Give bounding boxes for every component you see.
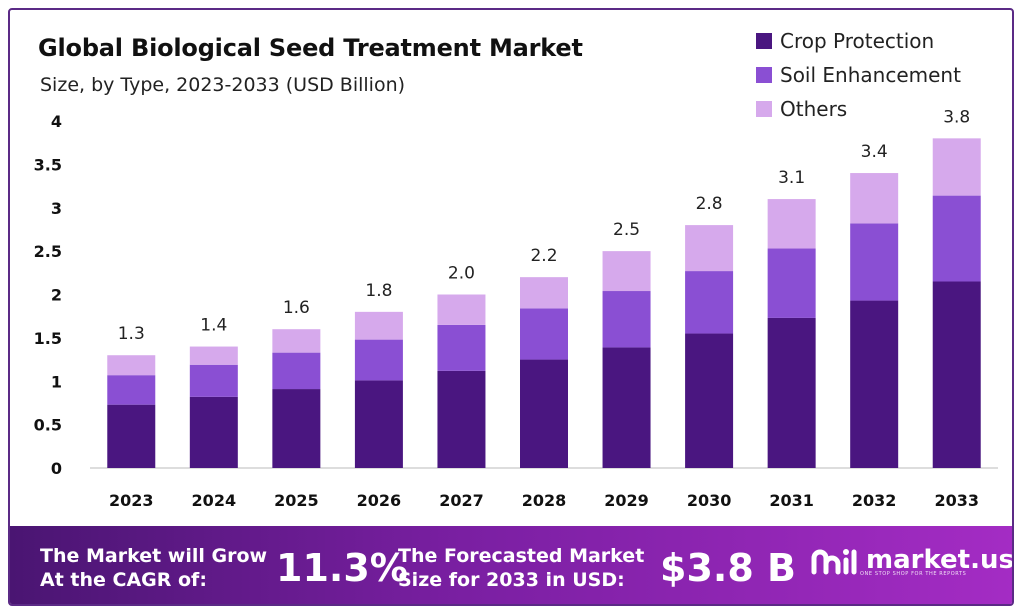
bar-others-2024 bbox=[189, 346, 238, 365]
legend: Crop Protection Soil Enhancement Others bbox=[756, 24, 961, 126]
bar-others-2026 bbox=[354, 311, 403, 340]
bar-others-2030 bbox=[685, 225, 734, 272]
x-tick-label-2029: 2029 bbox=[604, 491, 649, 510]
bar-soil-enhancement-2032 bbox=[850, 223, 899, 301]
cagr-label-line2: At the CAGR of: bbox=[40, 569, 207, 591]
y-tick-label: 2 bbox=[51, 286, 62, 305]
y-tick-label: 2.5 bbox=[34, 242, 62, 261]
legend-item-soil-enhancement: Soil Enhancement bbox=[756, 58, 961, 92]
bar-soil-enhancement-2026 bbox=[354, 339, 403, 381]
bar-soil-enhancement-2031 bbox=[767, 248, 816, 318]
market-us-logo-icon bbox=[811, 549, 857, 575]
cagr-label-line1: The Market will Grow bbox=[40, 545, 268, 567]
bar-others-2031 bbox=[767, 199, 816, 249]
x-tick-label-2028: 2028 bbox=[522, 491, 567, 510]
bar-others-2023 bbox=[107, 355, 156, 376]
forecast-value: $3.8 B bbox=[660, 546, 796, 590]
forecast-label-line2: Size for 2033 in USD: bbox=[398, 569, 625, 591]
bar-soil-enhancement-2028 bbox=[520, 308, 568, 360]
total-label-2029: 2.5 bbox=[613, 220, 640, 240]
bar-soil-enhancement-2025 bbox=[272, 352, 321, 390]
total-label-2027: 2.0 bbox=[448, 264, 475, 284]
y-tick-label: 0.5 bbox=[34, 416, 62, 435]
bar-crop-protection-2023 bbox=[107, 404, 156, 468]
total-label-2025: 1.6 bbox=[283, 298, 310, 318]
total-label-2023: 1.3 bbox=[118, 324, 145, 344]
chart-subtitle: Size, by Type, 2023-2033 (USD Billion) bbox=[40, 74, 406, 96]
bar-crop-protection-2026 bbox=[354, 380, 403, 468]
total-label-2030: 2.8 bbox=[696, 194, 723, 214]
chart-title: Global Biological Seed Treatment Market bbox=[38, 34, 583, 62]
footer-banner: The Market will Grow At the CAGR of: 11.… bbox=[10, 526, 1014, 604]
bar-crop-protection-2030 bbox=[685, 333, 734, 468]
legend-item-crop-protection: Crop Protection bbox=[756, 24, 961, 58]
brand: market.us ONE STOP SHOP FOR THE REPORTS bbox=[810, 544, 1014, 580]
bar-soil-enhancement-2023 bbox=[107, 375, 156, 405]
bar-soil-enhancement-2024 bbox=[189, 364, 238, 397]
bar-crop-protection-2031 bbox=[767, 317, 816, 468]
legend-label-crop-protection: Crop Protection bbox=[780, 29, 935, 53]
x-tick-label-2025: 2025 bbox=[274, 491, 319, 510]
y-tick-label: 4 bbox=[51, 112, 62, 131]
bar-soil-enhancement-2033 bbox=[932, 195, 981, 282]
bar-others-2025 bbox=[272, 329, 321, 353]
legend-swatch-soil-enhancement bbox=[756, 67, 772, 83]
bar-others-2032 bbox=[850, 173, 899, 224]
x-tick-label-2030: 2030 bbox=[687, 491, 732, 510]
bar-crop-protection-2032 bbox=[850, 300, 899, 468]
bar-soil-enhancement-2029 bbox=[602, 291, 651, 348]
bar-crop-protection-2027 bbox=[437, 370, 486, 468]
legend-swatch-crop-protection bbox=[756, 33, 772, 49]
brand-tagline: ONE STOP SHOP FOR THE REPORTS bbox=[860, 571, 967, 577]
x-tick-label-2033: 2033 bbox=[934, 491, 979, 510]
bar-others-2033 bbox=[932, 138, 981, 196]
total-label-2033: 3.8 bbox=[943, 107, 970, 127]
total-label-2031: 3.1 bbox=[778, 168, 805, 188]
bar-soil-enhancement-2027 bbox=[437, 324, 486, 371]
y-tick-label: 3.5 bbox=[34, 155, 62, 174]
legend-swatch-others bbox=[756, 101, 772, 117]
stacked-bar-chart: 0 0.5 1 1.5 2 2.5 3 3.5 4 1.3 2023 1.4 2024 1.6 2025 1.… bbox=[34, 107, 998, 510]
y-tick-label: 1 bbox=[51, 372, 62, 391]
x-tick-label-2023: 2023 bbox=[109, 491, 154, 510]
bar-others-2029 bbox=[602, 251, 651, 292]
bar-soil-enhancement-2030 bbox=[685, 271, 734, 334]
bar-crop-protection-2028 bbox=[520, 359, 568, 468]
chart-frame: Global Biological Seed Treatment Market … bbox=[8, 8, 1014, 606]
x-tick-label-2026: 2026 bbox=[357, 491, 402, 510]
total-label-2026: 1.8 bbox=[365, 281, 392, 301]
total-label-2024: 1.4 bbox=[200, 316, 227, 336]
forecast-label: The Forecasted Market Size for 2033 in U… bbox=[398, 544, 644, 592]
total-label-2032: 3.4 bbox=[861, 142, 888, 162]
bar-crop-protection-2029 bbox=[602, 347, 651, 468]
forecast-label-line1: The Forecasted Market bbox=[398, 545, 645, 567]
legend-label-soil-enhancement: Soil Enhancement bbox=[780, 63, 961, 87]
y-tick-label: 0 bbox=[51, 459, 62, 478]
total-label-2028: 2.2 bbox=[530, 246, 557, 266]
bar-others-2027 bbox=[437, 294, 486, 325]
x-tick-label-2032: 2032 bbox=[852, 491, 897, 510]
bar-crop-protection-2025 bbox=[272, 389, 321, 468]
y-tick-label: 1.5 bbox=[34, 329, 62, 348]
legend-label-others: Others bbox=[780, 97, 848, 121]
bar-crop-protection-2024 bbox=[189, 396, 238, 468]
brand-name: market.us bbox=[866, 545, 1014, 575]
x-tick-label-2024: 2024 bbox=[192, 491, 237, 510]
cagr-label: The Market will Grow At the CAGR of: bbox=[40, 544, 267, 592]
y-tick-label: 3 bbox=[51, 199, 62, 218]
x-tick-label-2027: 2027 bbox=[439, 491, 484, 510]
x-tick-label-2031: 2031 bbox=[769, 491, 814, 510]
bar-others-2028 bbox=[520, 277, 568, 309]
cagr-value: 11.3% bbox=[276, 546, 408, 590]
legend-item-others: Others bbox=[756, 92, 961, 126]
bar-crop-protection-2033 bbox=[932, 281, 981, 468]
